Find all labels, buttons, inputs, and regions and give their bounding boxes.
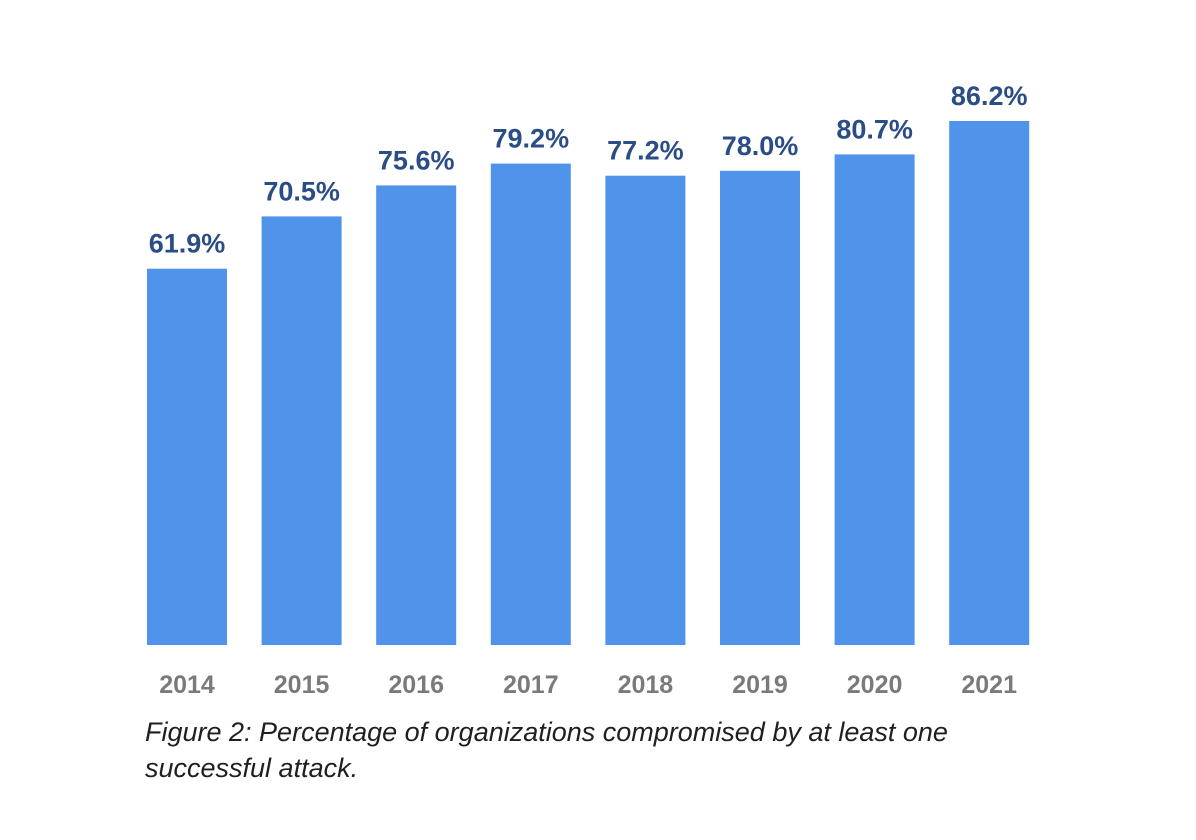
bar-2018 — [605, 175, 686, 645]
bar-2014 — [147, 268, 227, 645]
x-tick-label-2017: 2017 — [503, 671, 559, 699]
value-label-2020: 80.7% — [836, 114, 913, 144]
figure-caption: Figure 2: Percentage of organizations co… — [145, 717, 948, 783]
bar-2020 — [834, 154, 915, 645]
x-tick-label-2016: 2016 — [388, 671, 444, 699]
x-axis-tick-labels: 2014 2015 2016 2017 2018 2019 2020 2021 — [159, 671, 1017, 699]
x-tick-label-2019: 2019 — [732, 671, 788, 699]
value-label-2017: 79.2% — [493, 124, 570, 154]
x-tick-label-2015: 2015 — [274, 671, 330, 699]
bar-2015 — [261, 216, 342, 645]
value-label-2015: 70.5% — [263, 176, 340, 206]
bars-group — [147, 121, 1030, 646]
value-label-2021: 86.2% — [951, 81, 1028, 111]
value-labels-group: 61.9% 70.5% 75.6% 79.2% 77.2% 78.0% 80.7% 86.2% — [149, 81, 1028, 259]
value-label-2019: 78.0% — [722, 131, 799, 161]
x-tick-label-2020: 2020 — [847, 671, 903, 699]
x-tick-label-2021: 2021 — [961, 671, 1017, 699]
bar-2017 — [490, 163, 571, 645]
bar-2021 — [949, 121, 1030, 645]
bar-2019 — [720, 170, 800, 646]
x-tick-label-2018: 2018 — [618, 671, 674, 699]
value-label-2016: 75.6% — [378, 145, 455, 175]
value-label-2014: 61.9% — [149, 229, 226, 259]
x-tick-label-2014: 2014 — [159, 671, 215, 699]
bar-2016 — [376, 185, 457, 645]
value-label-2018: 77.2% — [607, 136, 684, 166]
